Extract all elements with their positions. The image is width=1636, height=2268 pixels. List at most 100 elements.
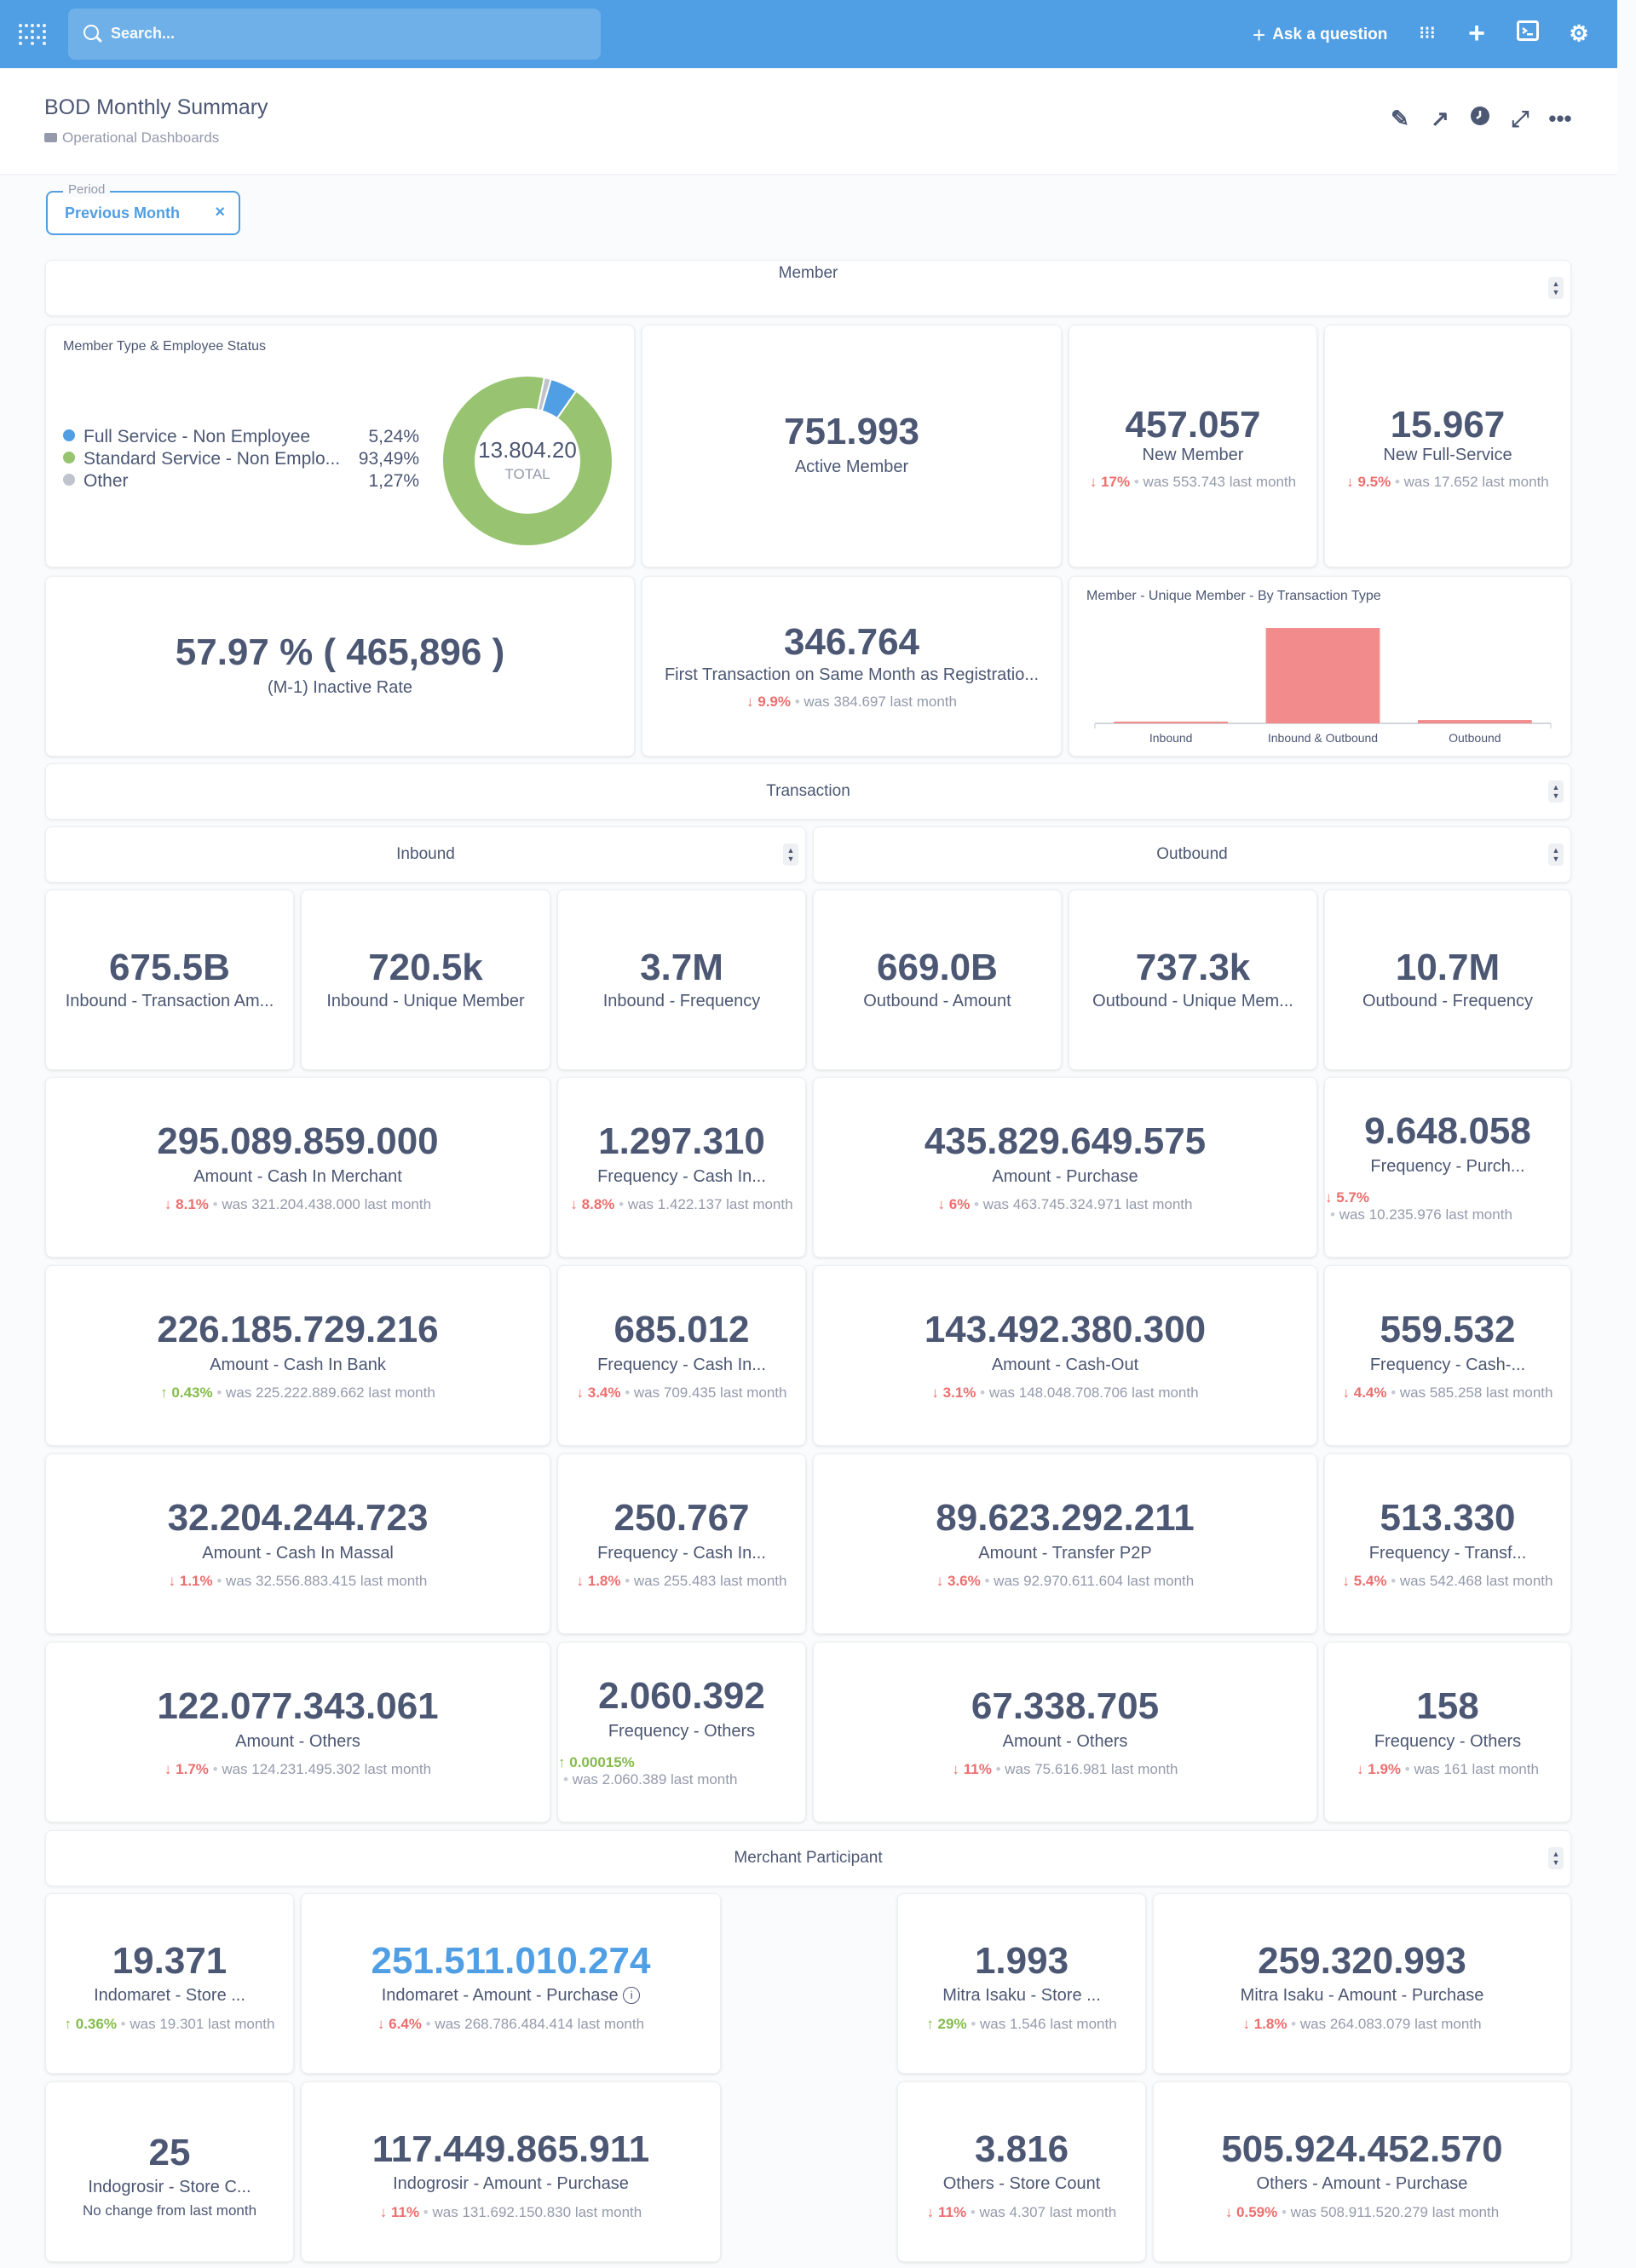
share-arrow-icon[interactable]: ↗ bbox=[1431, 106, 1449, 131]
amount-others-out-card[interactable]: 67.338.705 Amount - Others ↓ 11% • was 7… bbox=[813, 1642, 1317, 1822]
scalar-comparison: ↓ 0.59% • was 508.911.520.279 last month bbox=[1224, 2204, 1500, 2220]
outbound-unique-card[interactable]: 737.3k Outbound - Unique Mem... bbox=[1069, 889, 1317, 1070]
resize-arrows-icon[interactable]: ▲ ▼ bbox=[1548, 780, 1564, 803]
scalar-value: 751.993 bbox=[783, 411, 920, 452]
mitra-store-card[interactable]: 1.993 Mitra Isaku - Store ... ↑ 29% • wa… bbox=[897, 1893, 1146, 2074]
freq-others-out-card[interactable]: 158 Frequency - Others ↓ 1.9% • was 161 … bbox=[1324, 1642, 1571, 1822]
freq-others-in-card[interactable]: 2.060.392 Frequency - Others ↑ 0.00015% … bbox=[557, 1642, 806, 1822]
bar[interactable] bbox=[1265, 628, 1380, 723]
section-inbound: Inbound ▲ ▼ bbox=[45, 826, 806, 883]
search-placeholder: Search... bbox=[111, 25, 176, 42]
bar-chart[interactable]: Inbound Inbound & Outbound Outbound bbox=[1069, 577, 1571, 757]
new-full-service-card[interactable]: 15.967 New Full-Service ↓ 9.5% • was 17.… bbox=[1324, 325, 1571, 567]
breadcrumb[interactable]: Operational Dashboards bbox=[44, 130, 219, 147]
scalar-value: 295.089.859.000 bbox=[157, 1120, 439, 1162]
scalar-label: Mitra Isaku - Store ... bbox=[942, 1986, 1101, 2005]
clear-filter-icon[interactable]: × bbox=[215, 203, 225, 222]
indomaret-store-card[interactable]: 19.371 Indomaret - Store ... ↑ 0.36% • w… bbox=[45, 1893, 294, 2074]
scalar-label: Inbound - Unique Member bbox=[326, 992, 525, 1010]
freq-cash-in-card[interactable]: 1.297.310 Frequency - Cash In... ↓ 8.8% … bbox=[557, 1077, 806, 1258]
scalar-comparison: ↓ 8.8% • was 1.422.137 last month bbox=[570, 1196, 793, 1212]
mitra-amount-card[interactable]: 259.320.993 Mitra Isaku - Amount - Purch… bbox=[1153, 1893, 1571, 2074]
scalar-comparison: ↑ 0.36% • was 19.301 last month bbox=[64, 2016, 275, 2032]
cash-in-bank-card[interactable]: 226.185.729.216 Amount - Cash In Bank ↑ … bbox=[45, 1265, 550, 1446]
search-input[interactable]: Search... bbox=[68, 9, 601, 60]
resize-arrows-icon[interactable]: ▲ ▼ bbox=[1548, 277, 1564, 299]
info-icon[interactable]: i bbox=[623, 1987, 641, 2004]
legend-item-standard-service[interactable]: Standard Service - Non Emplo... bbox=[63, 449, 340, 469]
scalar-label: New Member bbox=[1142, 446, 1244, 464]
cash-in-massal-card[interactable]: 32.204.244.723 Amount - Cash In Massal ↓… bbox=[45, 1453, 550, 1634]
others-amount-card[interactable]: 505.924.452.570 Others - Amount - Purcha… bbox=[1153, 2081, 1571, 2262]
pencil-icon[interactable]: ✎ bbox=[1391, 106, 1409, 131]
cash-in-merchant-card[interactable]: 295.089.859.000 Amount - Cash In Merchan… bbox=[45, 1077, 550, 1258]
new-item-icon[interactable]: + bbox=[1468, 17, 1485, 49]
indogrosir-amount-card[interactable]: 117.449.865.911 Indogrosir - Amount - Pu… bbox=[301, 2081, 721, 2262]
top-nav: Search... + Ask a question ⁝⁝⁝ + ⚙ bbox=[0, 0, 1617, 68]
scalar-value: 669.0B bbox=[877, 947, 998, 988]
cash-out-card[interactable]: 143.492.380.300 Amount - Cash-Out ↓ 3.1%… bbox=[813, 1265, 1317, 1446]
inbound-amount-card[interactable]: 675.5B Inbound - Transaction Am... bbox=[45, 889, 294, 1070]
legend-item-other[interactable]: Other bbox=[63, 471, 129, 492]
scalar-value: 158 bbox=[1416, 1685, 1479, 1727]
scalar-value: 559.532 bbox=[1380, 1309, 1516, 1350]
gear-icon[interactable]: ⚙ bbox=[1569, 20, 1589, 46]
fullscreen-icon[interactable]: ⤢ bbox=[1511, 106, 1529, 131]
scalar-label: Amount - Transfer P2P bbox=[978, 1544, 1152, 1563]
inbound-frequency-card[interactable]: 3.7M Inbound - Frequency bbox=[557, 889, 806, 1070]
scalar-label: Others - Store Count bbox=[942, 2174, 1101, 2193]
scalar-value: 32.204.244.723 bbox=[167, 1497, 429, 1539]
amount-others-in-card[interactable]: 122.077.343.061 Amount - Others ↓ 1.7% •… bbox=[45, 1642, 550, 1822]
resize-arrows-icon[interactable]: ▲ ▼ bbox=[783, 843, 798, 866]
scalar-label: Active Member bbox=[794, 458, 909, 476]
bar[interactable] bbox=[1114, 722, 1229, 723]
first-transaction-card[interactable]: 346.764 First Transaction on Same Month … bbox=[642, 576, 1062, 757]
amount-purchase-card[interactable]: 435.829.649.575 Amount - Purchase ↓ 6% •… bbox=[813, 1077, 1317, 1258]
outbound-amount-card[interactable]: 669.0B Outbound - Amount bbox=[813, 889, 1062, 1070]
freq-transfer-card[interactable]: 513.330 Frequency - Transf... ↓ 5.4% • w… bbox=[1324, 1453, 1571, 1634]
outbound-frequency-card[interactable]: 10.7M Outbound - Frequency bbox=[1324, 889, 1571, 1070]
scalar-value: 122.077.343.061 bbox=[157, 1685, 439, 1727]
period-filter[interactable]: Period Previous Month × bbox=[46, 182, 240, 235]
freq-cash-in-card[interactable]: 685.012 Frequency - Cash In... ↓ 3.4% • … bbox=[557, 1265, 806, 1446]
more-options-icon[interactable]: ••• bbox=[1548, 106, 1572, 131]
scalar-label: Amount - Cash-Out bbox=[991, 1356, 1139, 1374]
active-member-card[interactable]: 751.993 Active Member bbox=[642, 325, 1062, 567]
inactive-rate-card[interactable]: 57.97 % ( 465,896 ) (M-1) Inactive Rate bbox=[45, 576, 635, 757]
apps-icon[interactable]: ⁝⁝⁝ bbox=[1419, 24, 1436, 43]
indogrosir-store-card[interactable]: 25 Indogrosir - Store C... No change fro… bbox=[45, 2081, 294, 2262]
bar[interactable] bbox=[1417, 720, 1532, 723]
section-member: Member ▲ ▼ bbox=[45, 260, 1571, 316]
transfer-p2p-card[interactable]: 89.623.292.211 Amount - Transfer P2P ↓ 3… bbox=[813, 1453, 1317, 1634]
freq-purchase-card[interactable]: 9.648.058 Frequency - Purch... ↓ 5.7% • … bbox=[1324, 1077, 1571, 1258]
section-transaction-title: Transaction bbox=[766, 782, 850, 800]
scalar-label: (M-1) Inactive Rate bbox=[267, 678, 413, 697]
page-title: BOD Monthly Summary bbox=[44, 95, 268, 119]
folder-icon bbox=[44, 133, 57, 142]
freq-cash-in-card[interactable]: 250.767 Frequency - Cash In... ↓ 1.8% • … bbox=[557, 1453, 806, 1634]
metabase-logo-icon[interactable] bbox=[19, 24, 48, 46]
legend-item-full-service[interactable]: Full Service - Non Employee bbox=[63, 427, 310, 447]
inbound-unique-card[interactable]: 720.5k Inbound - Unique Member bbox=[301, 889, 550, 1070]
scalar-comparison-pct: ↑ 0.00015% bbox=[558, 1754, 635, 1770]
ask-question-button[interactable]: + Ask a question bbox=[1253, 22, 1387, 49]
resize-arrows-icon[interactable]: ▲ ▼ bbox=[1548, 843, 1564, 866]
new-member-card[interactable]: 457.057 New Member ↓ 17% • was 553.743 l… bbox=[1069, 325, 1317, 567]
terminal-icon[interactable] bbox=[1515, 20, 1541, 46]
member-type-card[interactable]: Member Type & Employee Status Full Servi… bbox=[45, 325, 635, 567]
scalar-comparison: ↓ 3.6% • was 92.970.611.604 last month bbox=[936, 1573, 1195, 1589]
donut-chart[interactable] bbox=[440, 373, 615, 549]
freq-cash-out-card[interactable]: 559.532 Frequency - Cash-... ↓ 4.4% • wa… bbox=[1324, 1265, 1571, 1446]
legend-label: Other bbox=[84, 471, 129, 491]
scalar-value: 3.816 bbox=[974, 2128, 1069, 2170]
indomaret-amount-card[interactable]: 251.511.010.274 Indomaret - Amount - Pur… bbox=[301, 1893, 721, 2074]
resize-arrows-icon[interactable]: ▲ ▼ bbox=[1548, 1847, 1564, 1869]
others-store-card[interactable]: 3.816 Others - Store Count ↓ 11% • was 4… bbox=[897, 2081, 1146, 2262]
scalar-label: Frequency - Cash In... bbox=[597, 1356, 766, 1374]
clock-icon[interactable] bbox=[1467, 106, 1493, 131]
unique-member-by-type-card[interactable]: Member - Unique Member - By Transaction … bbox=[1069, 576, 1571, 757]
scalar-label: Amount - Others bbox=[1002, 1732, 1128, 1751]
scalar-comparison: ↓ 5.4% • was 542.468 last month bbox=[1342, 1573, 1553, 1589]
filter-value: Previous Month bbox=[65, 204, 181, 222]
member-type-title: Member Type & Employee Status bbox=[63, 339, 267, 354]
